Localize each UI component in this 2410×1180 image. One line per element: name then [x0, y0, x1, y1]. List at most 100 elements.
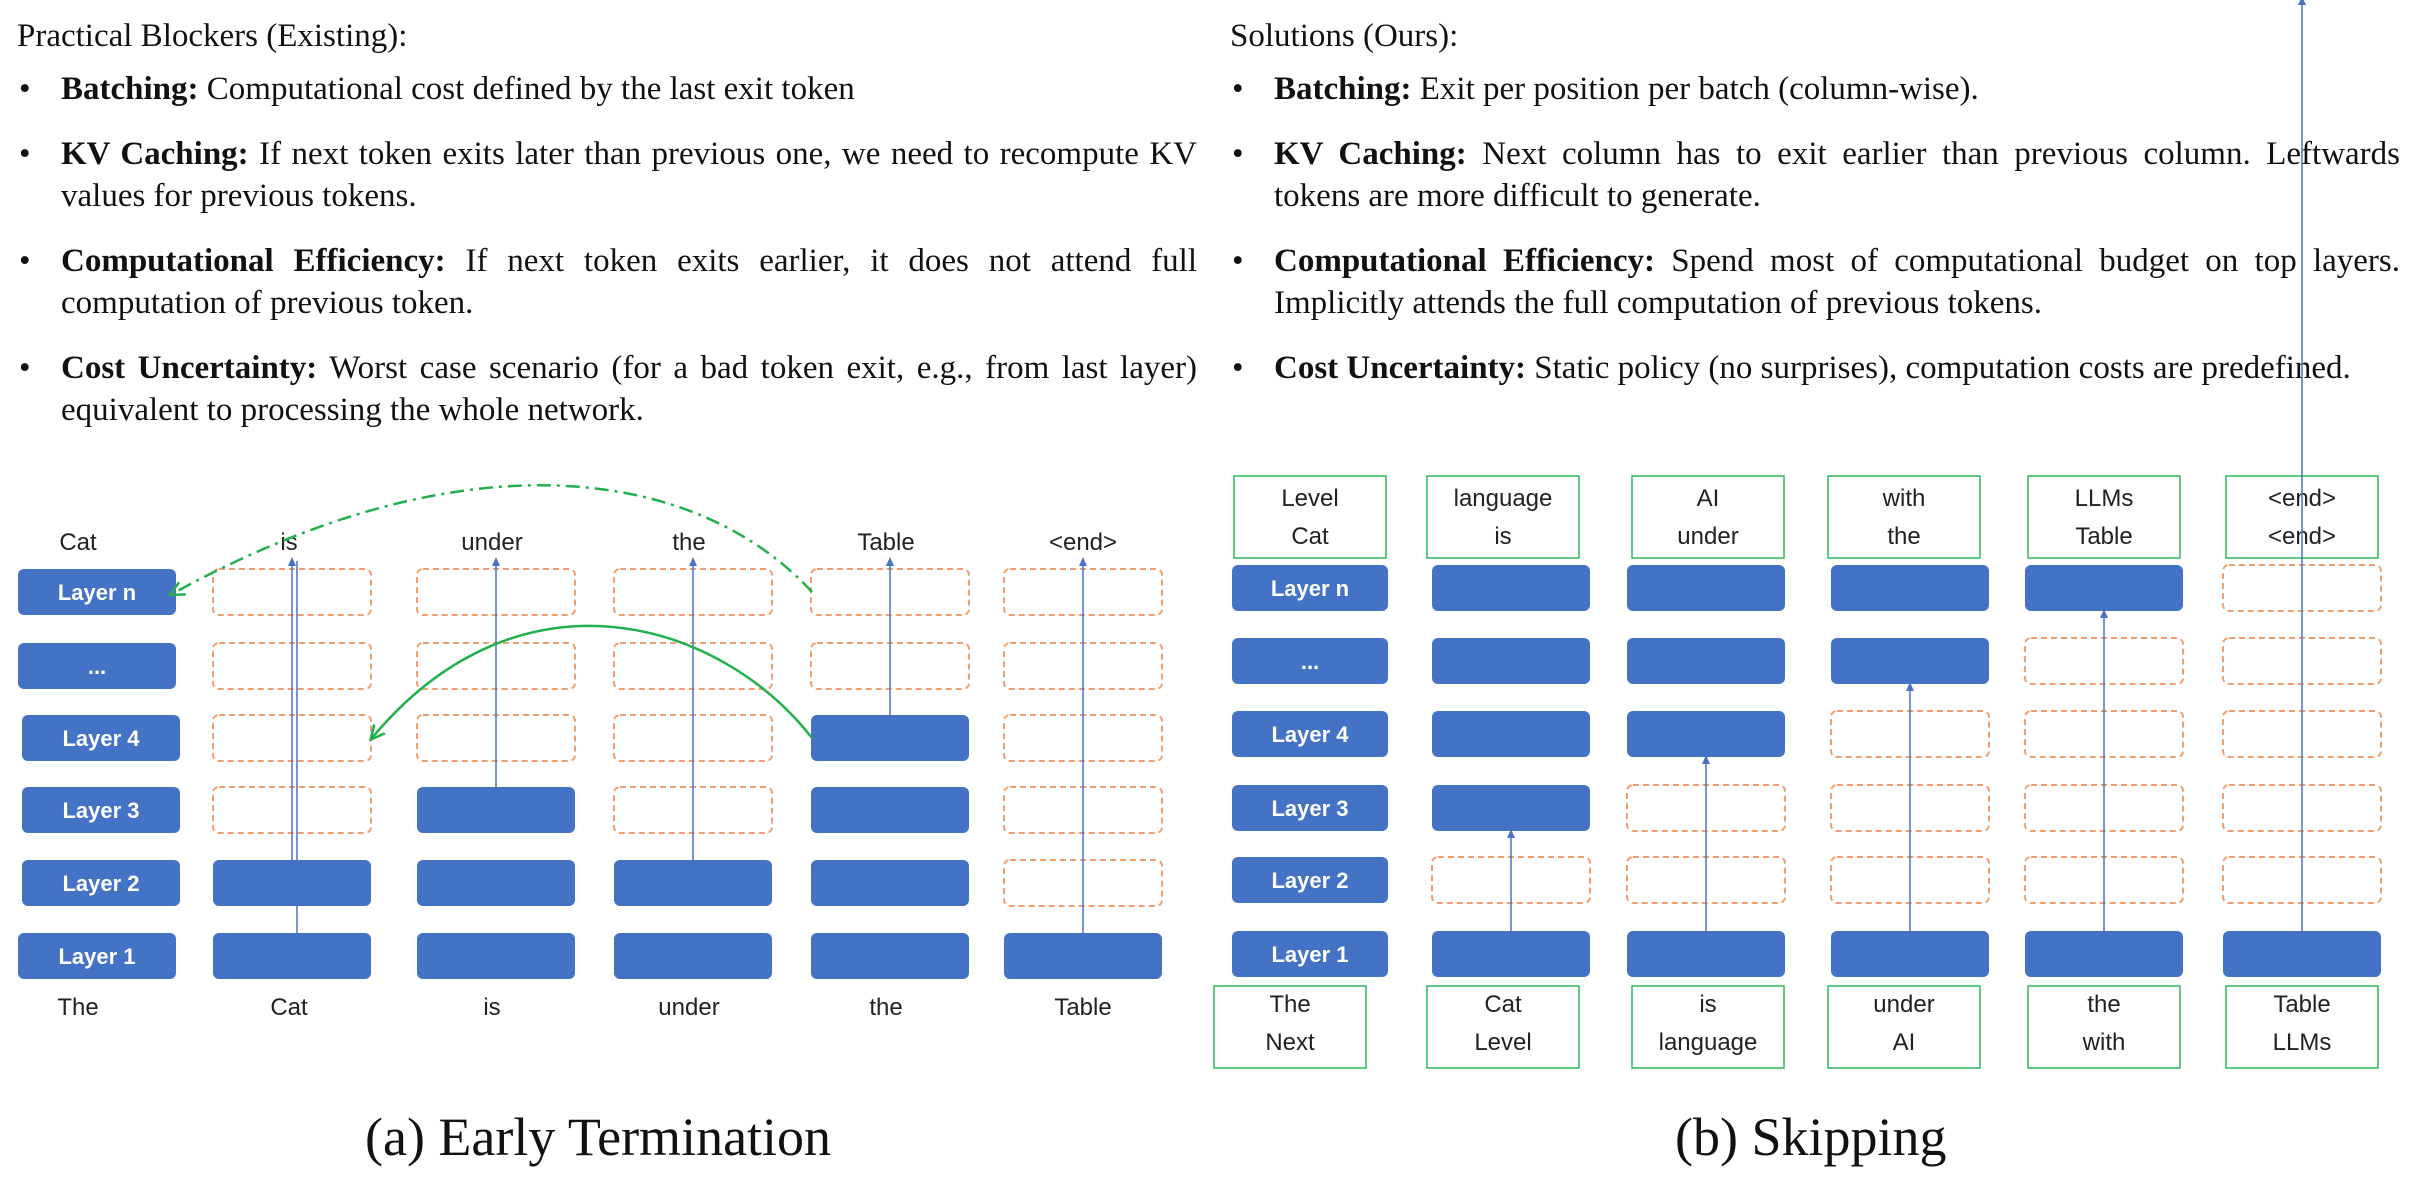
layer-label-box — [22, 715, 180, 761]
blocker-item: • KV Caching: If next token exits later t… — [17, 133, 1197, 217]
output-token: Table — [857, 529, 914, 556]
computed-layer-block — [1004, 933, 1162, 979]
computed-layer-block — [1831, 638, 1989, 684]
bullet-icon: • — [19, 243, 31, 279]
layer-label: Layer 1 — [58, 944, 135, 969]
output-token-box — [1827, 475, 1981, 559]
input-token: The — [1269, 991, 1310, 1018]
layer-label: ... — [88, 654, 106, 679]
caption-skipping: (b) Skipping — [1675, 1107, 1947, 1167]
input-token: is — [483, 994, 500, 1021]
input-token-box — [1426, 985, 1580, 1069]
layer-label-box — [22, 860, 180, 906]
computed-layer-block — [1432, 931, 1590, 977]
computed-layer-block — [811, 933, 969, 979]
computed-layer-block — [417, 787, 575, 833]
layer-label-box — [22, 787, 180, 833]
output-token: the — [672, 529, 705, 556]
layer-label-box — [18, 643, 176, 689]
computed-layer-block — [1432, 638, 1590, 684]
blocker-item: • Cost Uncertainty: Worst case scenario (… — [17, 347, 1197, 431]
bullet-text: Computational cost defined by the last e… — [198, 71, 855, 107]
output-token: under — [461, 529, 522, 556]
output-token: is — [1494, 523, 1511, 550]
computed-layer-block — [811, 860, 969, 906]
output-token: language — [1454, 485, 1553, 512]
bullet-icon: • — [19, 350, 31, 386]
computed-layer-block — [1627, 638, 1785, 684]
output-token: Cat — [59, 529, 97, 556]
computed-layer-block — [1831, 565, 1989, 611]
layer-label: Layer 1 — [1271, 942, 1348, 967]
output-token: the — [1887, 523, 1920, 550]
bullet-text: If next token exits later than previous … — [61, 136, 1197, 214]
computed-layer-block — [417, 933, 575, 979]
bullet-term: KV Caching: — [1274, 136, 1467, 172]
computed-layer-block — [1831, 931, 1989, 977]
layer-label: Layer 3 — [62, 798, 139, 823]
bullet-term: KV Caching: — [61, 136, 249, 172]
input-token: Cat — [270, 994, 308, 1021]
layer-label-box — [1232, 711, 1388, 757]
bullet-text: If next token exits earlier, it does not… — [61, 243, 1197, 321]
solutions-heading: Solutions (Ours): — [1230, 18, 1459, 54]
computed-layer-block — [2025, 931, 2183, 977]
skipping-diagram: Layer n... Layer 4 Layer 3 Layer 2 Layer 1 Le… — [1213, 0, 2382, 1069]
layer-label-box — [1232, 565, 1388, 611]
input-token: under — [658, 994, 719, 1021]
computed-layer-block — [1627, 711, 1785, 757]
layer-label: Layer 4 — [62, 726, 140, 751]
early-termination-diagram: Layer n... Layer 4 Layer 3 Layer 2 Layer 1 Th… — [18, 484, 1163, 1021]
bullet-icon: • — [1232, 243, 1244, 279]
bullet-term: Batching: — [61, 71, 199, 107]
bullet-term: Cost Uncertainty: — [1274, 350, 1527, 386]
bullet-icon: • — [1232, 136, 1244, 172]
output-token: with — [1882, 485, 1926, 512]
output-token-box — [1426, 475, 1580, 559]
blockers-panel: Practical Blockers (Existing): • Batching… — [17, 14, 1197, 454]
computed-layer-block — [1432, 711, 1590, 757]
input-token: The — [57, 994, 98, 1021]
layer-label: Layer 2 — [62, 871, 139, 896]
solution-item: • Batching: Exit per position per batch (… — [1230, 68, 2400, 110]
output-token: Table — [2075, 523, 2132, 550]
output-token-box — [1233, 475, 1387, 559]
computed-layer-block — [1627, 931, 1785, 977]
input-token: Next — [1265, 1029, 1315, 1056]
input-token: Level — [1474, 1029, 1531, 1056]
bullet-term: Cost Uncertainty: — [61, 350, 318, 386]
input-token: language — [1659, 1029, 1758, 1056]
solution-item: • KV Caching: Next column has to exit ear… — [1230, 133, 2400, 217]
output-token-box — [2027, 475, 2181, 559]
bullet-text: Exit per position per batch (column-wise… — [1411, 71, 1979, 107]
computed-layer-block — [811, 715, 969, 761]
solutions-panel: Solutions (Ours): • Batching: Exit per po… — [1230, 14, 2400, 412]
bullet-icon: • — [1232, 350, 1244, 386]
computed-layer-block — [2025, 565, 2183, 611]
bullet-text: Static policy (no surprises), computatio… — [1526, 350, 2351, 386]
blockers-heading: Practical Blockers (Existing): — [17, 18, 408, 54]
layer-label: Layer n — [58, 580, 136, 605]
dependency-curve-dashed — [172, 484, 813, 594]
input-token: LLMs — [2273, 1029, 2332, 1056]
input-token: Cat — [1484, 991, 1522, 1018]
layer-label-box — [1232, 931, 1388, 977]
computed-layer-block — [213, 860, 371, 906]
layer-label: Layer 3 — [1271, 796, 1348, 821]
computed-layer-block — [1432, 565, 1590, 611]
solution-item: • Computational Efficiency: Spend most of… — [1230, 240, 2400, 324]
bullet-text: Spend most of computational budget on to… — [1274, 243, 2401, 321]
input-token: the — [2087, 991, 2120, 1018]
output-token: Level — [1281, 485, 1338, 512]
output-token: AI — [1697, 485, 1720, 512]
layer-label: ... — [1301, 649, 1319, 674]
bullet-icon: • — [1232, 71, 1244, 107]
computed-layer-block — [417, 860, 575, 906]
layer-label-box — [18, 933, 176, 979]
bullet-icon: • — [19, 136, 31, 172]
layer-label-box — [1232, 857, 1388, 903]
dependency-curve — [372, 624, 813, 738]
blocker-item: • Batching: Computational cost defined by… — [17, 68, 1197, 110]
output-token: under — [1677, 523, 1738, 550]
